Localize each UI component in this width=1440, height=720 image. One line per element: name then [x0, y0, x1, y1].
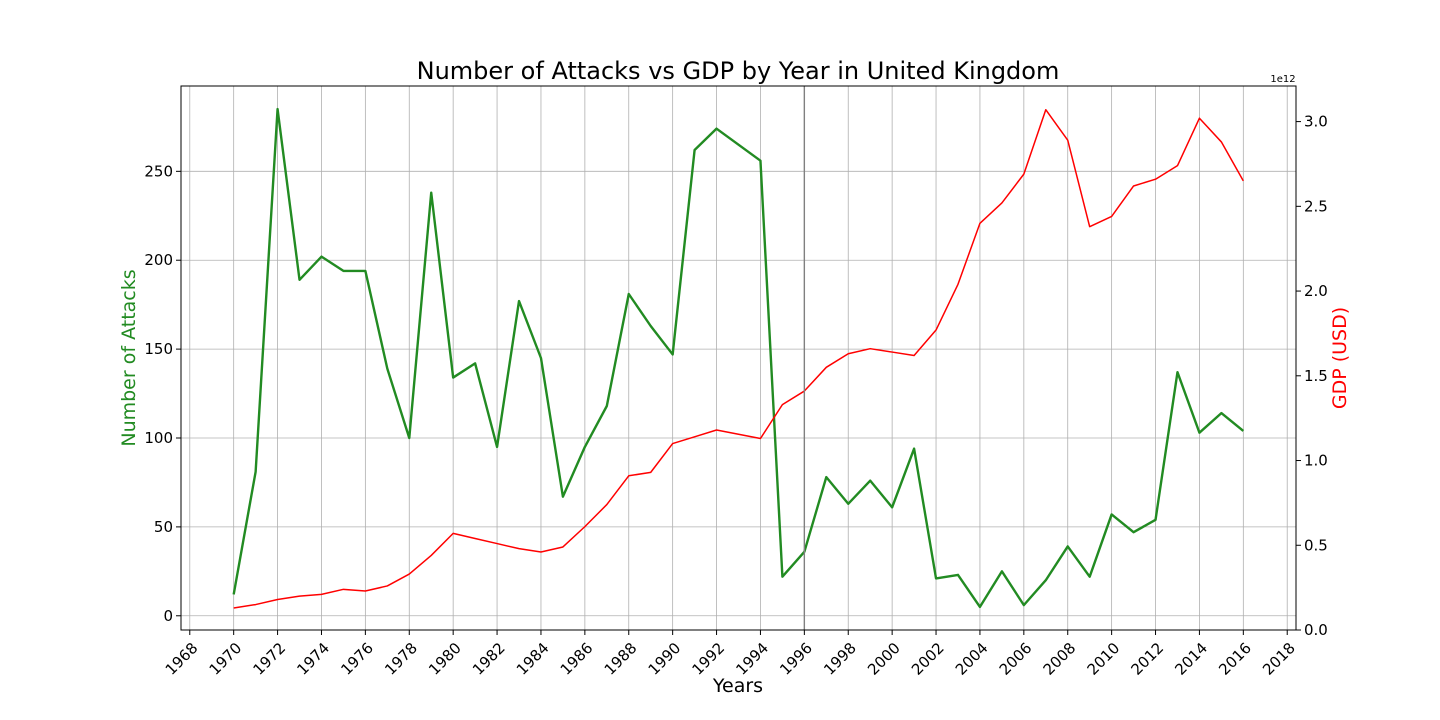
right-y-tick-label: 2.0 — [1304, 282, 1328, 300]
left-y-tick-label: 0 — [163, 607, 173, 625]
series-layer — [232, 107, 1245, 609]
left-y-tick-label: 250 — [144, 162, 173, 180]
left-y-tick-label: 100 — [144, 429, 173, 447]
right-y-axis-label: GDP (USD) — [1329, 307, 1351, 409]
right-y-tick-label: 1.5 — [1304, 367, 1328, 385]
left-y-axis-ticks: 0 50 100 150 200 250 — [144, 162, 181, 625]
left-y-tick-label: 150 — [144, 340, 173, 358]
right-y-tick-label: 1.0 — [1304, 452, 1328, 470]
attacks-series-line — [232, 107, 1245, 609]
left-y-axis-label: Number of Attacks — [118, 269, 140, 446]
right-y-tick-label: 3.0 — [1304, 113, 1328, 131]
right-y-tick-label: 2.5 — [1304, 197, 1328, 215]
right-y-tick-label: 0.5 — [1304, 536, 1328, 554]
right-y-axis-ticks: 0.0 0.5 1.0 1.5 2.0 2.5 3.0 — [1296, 113, 1328, 639]
left-y-tick-label: 50 — [154, 518, 173, 536]
x-axis-label: Years — [712, 675, 763, 697]
gdp-series-line — [233, 108, 1244, 609]
right-y-tick-label: 0.0 — [1304, 621, 1328, 639]
chart-title: Number of Attacks vs GDP by Year in Unit… — [417, 57, 1060, 85]
plot-frame — [180, 85, 1297, 631]
right-axis-offset-text: 1e12 — [1270, 74, 1295, 85]
left-y-tick-label: 200 — [144, 251, 173, 269]
grid — [181, 86, 1296, 630]
